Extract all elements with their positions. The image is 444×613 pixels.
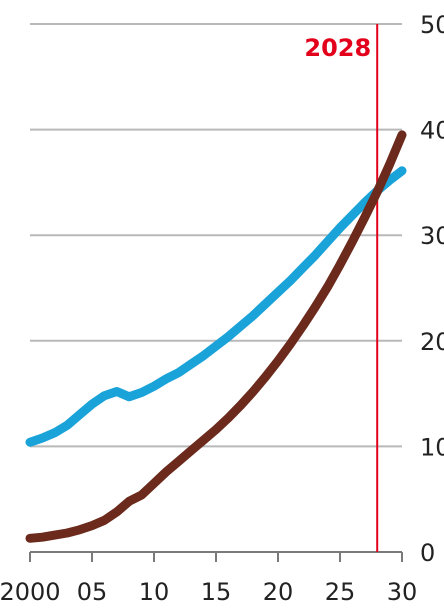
y-tick-label: 0	[420, 539, 435, 567]
gridlines	[30, 23, 402, 448]
y-tick-label: 20	[420, 328, 444, 356]
series-line-1	[25, 166, 407, 447]
series-line-2	[25, 130, 407, 543]
x-tick-label: 25	[325, 578, 356, 606]
series-lines	[25, 130, 407, 543]
x-tick-label: 20	[263, 578, 294, 606]
x-tick-label: 05	[77, 578, 108, 606]
y-tick-label: 30	[420, 222, 444, 250]
y-tick-label: 40	[420, 117, 444, 145]
annotations: 2028	[304, 24, 379, 552]
y-tick-label: 50	[420, 11, 444, 39]
x-tick-label: 10	[139, 578, 170, 606]
x-tick-label: 30	[387, 578, 418, 606]
x-tick-label: 2000	[0, 578, 61, 606]
reference-line-label: 2028	[304, 34, 371, 62]
axes	[29, 551, 403, 562]
tick-labels: 0 10 20 30 40 50 2000 05 10 15 20 25 30	[0, 11, 444, 606]
x-tick-label: 15	[201, 578, 232, 606]
y-tick-label: 10	[420, 433, 444, 461]
